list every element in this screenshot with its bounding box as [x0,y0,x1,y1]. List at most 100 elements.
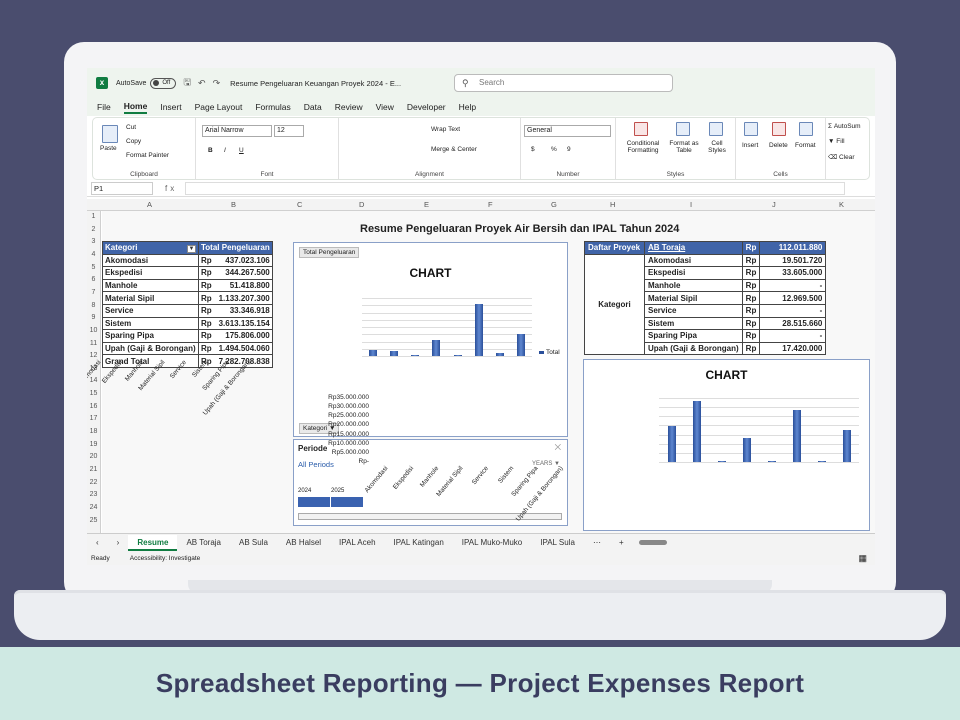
menu-data[interactable]: Data [303,102,322,112]
row-header[interactable]: 10 [89,326,98,334]
amount-value[interactable]: 17.420.000 [759,341,827,356]
table-row[interactable]: Manhole Rp - [585,278,827,293]
total-cell[interactable]: Rp 175.806.000 [198,329,273,343]
total-cell[interactable]: Rp 437.023.106 [198,253,273,268]
bar[interactable] [432,339,441,356]
row-header[interactable]: 2 [91,225,96,233]
underline-button[interactable]: U [239,147,244,154]
tab-ipal-katingan[interactable]: IPAL Katingan [393,538,444,547]
bar[interactable] [496,353,505,356]
amount-value[interactable]: - [759,329,827,343]
category-cell[interactable]: Upah (Gaji & Borongan) [102,341,199,356]
paste-icon[interactable] [102,125,118,143]
currency-button[interactable]: $ [531,146,535,153]
copy-button[interactable]: Copy [126,138,142,145]
bar[interactable] [767,460,776,462]
table-row[interactable]: Sparing Pipa Rp 175.806.000 [102,329,273,343]
autosum-button[interactable]: Σ AutoSum [828,123,861,130]
bar[interactable] [411,354,420,356]
pivot-chart-total[interactable]: Total Pengeluaran CHART Rp4.000.000.000R… [87,242,568,437]
column-header[interactable]: H [610,200,616,209]
cell-styles-icon[interactable] [709,122,723,136]
row-header[interactable]: 23 [89,491,98,499]
field-button-total[interactable]: Total Pengeluaran [299,247,360,258]
bar[interactable] [842,430,851,462]
format-cells-icon[interactable] [799,122,813,136]
bar[interactable] [474,303,483,356]
table-row[interactable]: Sistem Rp 3.613.135.154 [102,316,273,331]
bar[interactable] [389,351,398,356]
cell-styles-button[interactable]: Cell Styles [708,140,726,154]
tab-ab-toraja[interactable]: AB Toraja [186,538,222,547]
accessibility-status[interactable]: Accessibility: Investigate [129,554,201,562]
row-header[interactable]: 25 [89,516,98,524]
table-row[interactable]: Upah (Gaji & Borongan) Rp 17.420.000 [585,341,827,356]
filter-button-kategori[interactable]: Kategori ▼ [299,423,340,434]
add-sheet-button[interactable]: + [618,538,624,547]
table-row[interactable]: Grand Total Rp 7.282.708.838 [102,354,273,368]
clear-button[interactable]: ⌫ Clear [828,154,855,161]
category-cell[interactable]: Sistem [644,316,743,331]
table-row[interactable]: Kategori Akomodasi Rp 19.501.720 [584,253,827,356]
category-cell[interactable]: Grand Total [102,354,199,368]
row-header[interactable]: 24 [89,503,98,511]
tab-ipal-muko-muko[interactable]: IPAL Muko-Muko [461,538,523,547]
bar[interactable] [817,460,826,462]
table-row[interactable]: Material Sipil Rp 12.969.500 [585,291,827,305]
row-header[interactable]: 1 [91,213,96,220]
category-cell[interactable]: Service [102,303,199,318]
search-box[interactable]: ⚲ Search [454,74,673,92]
tab-ipal-aceh[interactable]: IPAL Aceh [339,538,376,547]
menu-help[interactable]: Help [458,102,477,112]
category-cell[interactable]: Akomodasi [102,253,199,268]
bar[interactable] [453,354,462,356]
menu-page-layout[interactable]: Page Layout [194,102,243,112]
amount-value[interactable]: - [759,303,827,318]
row-header[interactable]: 20 [89,453,98,461]
conditional-formatting-button[interactable]: Conditional Formatting [626,140,660,154]
row-header[interactable]: 7 [91,288,96,296]
column-header[interactable]: F [488,200,493,209]
percent-button[interactable]: % [551,146,557,153]
category-cell[interactable]: Upah (Gaji & Borongan) [644,341,743,356]
tab-ab-sula[interactable]: AB Sula [239,538,268,547]
column-header[interactable]: J [772,200,776,209]
number-format-select[interactable]: General [524,125,611,137]
row-header[interactable]: 9 [91,314,96,322]
format-as-table-button[interactable]: Format as Table [669,140,699,154]
category-cell[interactable]: Akomodasi [644,253,743,268]
timeline-level[interactable]: YEARS ▼ [532,461,560,467]
timeline-scrollbar[interactable] [298,513,562,520]
total-cell[interactable]: Rp 1.494.504.060 [198,341,273,356]
horizontal-scrollbar[interactable] [638,540,667,545]
filter-dropdown-icon[interactable]: ▼ [187,244,196,253]
table-row[interactable]: Akomodasi Rp 437.023.106 [102,253,273,268]
table-row[interactable]: Ekspedisi Rp 344.267.500 [102,266,273,280]
menu-insert[interactable]: Insert [160,102,182,112]
row-header[interactable]: 17 [89,415,98,423]
project-selector[interactable]: AB Toraja [644,241,743,255]
menu-home[interactable]: Home [123,101,148,114]
font-size-select[interactable]: 12 [274,125,304,137]
format-cells-button[interactable]: Format [795,142,816,149]
table-row[interactable]: Ekspedisi Rp 33.605.000 [585,266,827,280]
insert-cells-icon[interactable] [744,122,758,136]
normal-view-icon[interactable]: ▦ [858,552,867,563]
row-header[interactable]: 21 [89,466,98,473]
insert-cells-button[interactable]: Insert [742,142,759,149]
total-cell[interactable]: Rp 3.613.135.154 [198,316,273,331]
column-header[interactable]: A [147,200,153,209]
column-header[interactable]: E [424,200,430,209]
menu-developer[interactable]: Developer [406,102,446,112]
comma-button[interactable]: 9 [567,146,571,153]
tab-ab-halsel[interactable]: AB Halsel [285,538,322,547]
row-header[interactable]: 11 [89,339,98,347]
column-header[interactable]: B [231,200,237,209]
tab-scroll-right[interactable]: › [116,538,120,547]
amount-value[interactable]: 12.969.500 [759,291,827,305]
conditional-formatting-icon[interactable] [634,122,648,136]
table-row[interactable]: Service Rp - [585,303,827,318]
row-header[interactable]: 22 [89,478,98,486]
amount-value[interactable]: 19.501.720 [759,253,827,268]
column-header[interactable]: D [359,200,365,209]
